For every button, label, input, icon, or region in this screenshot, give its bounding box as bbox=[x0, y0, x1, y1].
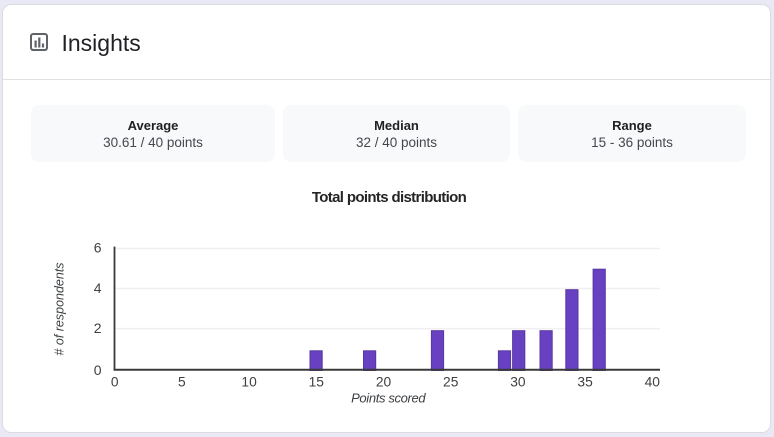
svg-text:0: 0 bbox=[111, 375, 119, 390]
svg-text:2: 2 bbox=[94, 320, 102, 336]
svg-text:0: 0 bbox=[94, 362, 102, 378]
svg-text:20: 20 bbox=[376, 375, 392, 390]
svg-text:10: 10 bbox=[241, 375, 257, 390]
svg-text:35: 35 bbox=[577, 375, 593, 390]
svg-text:30: 30 bbox=[510, 375, 526, 390]
svg-text:5: 5 bbox=[178, 375, 186, 390]
svg-text:4: 4 bbox=[94, 280, 102, 296]
svg-text:Points scored: Points scored bbox=[351, 391, 426, 406]
svg-text:15: 15 bbox=[309, 375, 325, 390]
svg-text:# of respondents: # of respondents bbox=[53, 262, 67, 355]
svg-text:40: 40 bbox=[645, 375, 661, 390]
svg-text:25: 25 bbox=[443, 375, 459, 390]
svg-text:6: 6 bbox=[94, 240, 102, 256]
